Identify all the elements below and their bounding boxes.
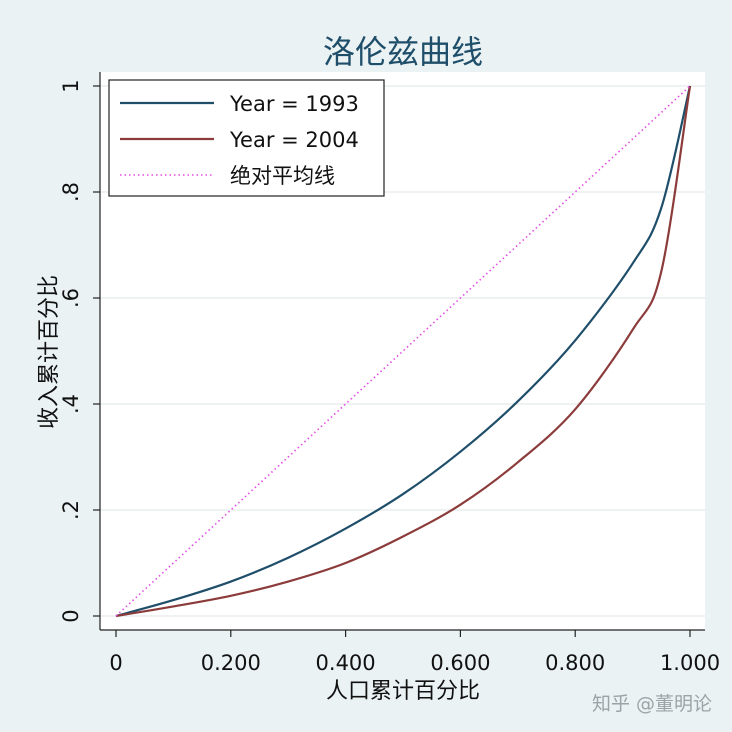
series-line-1 xyxy=(115,85,692,618)
axis-layer: 0 0.200 0.400 0.600 0.800 1.000 0 .2 .4 .6 .8 1 xyxy=(59,72,720,675)
x-tick-label-1: 0.200 xyxy=(201,651,261,675)
legend-label-1: Year = 2004 xyxy=(229,128,359,152)
x-axis-label: 人口累计百分比 xyxy=(326,679,480,704)
y-tick-label-3: .6 xyxy=(59,288,83,308)
y-axis-label: 收入累计百分比 xyxy=(37,275,62,429)
x-tick-label-2: 0.400 xyxy=(316,651,376,675)
legend-label-0: Year = 1993 xyxy=(229,92,359,116)
x-tick-label-0: 0 xyxy=(109,651,122,675)
y-tick-label-2: .4 xyxy=(59,394,83,414)
y-tick-label-1: .2 xyxy=(59,500,83,520)
x-tick-label-4: 0.800 xyxy=(545,651,605,675)
legend-label-2: 绝对平均线 xyxy=(230,164,335,188)
y-tick-label-4: .8 xyxy=(59,182,83,202)
x-tick-label-3: 0.600 xyxy=(430,651,490,675)
series-line-0 xyxy=(115,85,692,618)
y-tick-label-5: 1 xyxy=(59,79,83,92)
x-tick-label-5: 1.000 xyxy=(660,651,720,675)
legend: Year = 1993 Year = 2004 绝对平均线 xyxy=(108,79,385,197)
chart-title: 洛伦兹曲线 xyxy=(323,33,483,71)
y-tick-label-0: 0 xyxy=(59,609,83,622)
grid-layer xyxy=(100,85,705,617)
series-layer xyxy=(115,85,692,618)
watermark: 知乎 @董明论 xyxy=(592,693,712,715)
